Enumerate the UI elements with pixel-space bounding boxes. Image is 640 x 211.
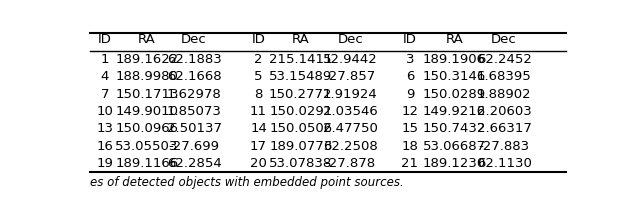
Text: 1.88902: 1.88902 — [477, 88, 531, 100]
Text: 15: 15 — [401, 122, 419, 135]
Text: 1.85073: 1.85073 — [166, 105, 221, 118]
Text: 2.50137: 2.50137 — [166, 122, 221, 135]
Text: 2.47750: 2.47750 — [323, 122, 378, 135]
Text: 53.06687: 53.06687 — [423, 140, 486, 153]
Text: 13: 13 — [96, 122, 113, 135]
Text: -27.699: -27.699 — [168, 140, 220, 153]
Text: 11: 11 — [250, 105, 267, 118]
Text: RA: RA — [138, 33, 156, 46]
Text: 10: 10 — [97, 105, 113, 118]
Text: 5: 5 — [254, 70, 263, 83]
Text: 2.66317: 2.66317 — [477, 122, 531, 135]
Text: 150.3146: 150.3146 — [423, 70, 486, 83]
Text: 53.15489: 53.15489 — [269, 70, 332, 83]
Text: Dec: Dec — [181, 33, 207, 46]
Text: 1: 1 — [100, 53, 109, 66]
Text: 189.1166: 189.1166 — [115, 157, 179, 170]
Text: 188.9980: 188.9980 — [116, 70, 179, 83]
Text: 53.05503: 53.05503 — [115, 140, 179, 153]
Text: 8: 8 — [254, 88, 263, 100]
Text: 62.2854: 62.2854 — [166, 157, 221, 170]
Text: 189.1622: 189.1622 — [115, 53, 179, 66]
Text: 21: 21 — [401, 157, 419, 170]
Text: 62.1130: 62.1130 — [477, 157, 531, 170]
Text: 9: 9 — [406, 88, 414, 100]
Text: 1.68395: 1.68395 — [477, 70, 531, 83]
Text: -27.878: -27.878 — [324, 157, 376, 170]
Text: 12: 12 — [401, 105, 419, 118]
Text: 189.1230: 189.1230 — [423, 157, 486, 170]
Text: -27.883: -27.883 — [479, 140, 530, 153]
Text: 17: 17 — [250, 140, 267, 153]
Text: ID: ID — [98, 33, 112, 46]
Text: RA: RA — [445, 33, 463, 46]
Text: 149.9010: 149.9010 — [115, 105, 179, 118]
Text: 7: 7 — [100, 88, 109, 100]
Text: 2: 2 — [254, 53, 263, 66]
Text: 62.1668: 62.1668 — [167, 70, 221, 83]
Text: 215.1411: 215.1411 — [269, 53, 332, 66]
Text: 62.1883: 62.1883 — [166, 53, 221, 66]
Text: 19: 19 — [97, 157, 113, 170]
Text: 189.1906: 189.1906 — [423, 53, 486, 66]
Text: 150.1713: 150.1713 — [115, 88, 179, 100]
Text: 62.2508: 62.2508 — [323, 140, 378, 153]
Text: 2.03546: 2.03546 — [323, 105, 378, 118]
Text: 18: 18 — [401, 140, 419, 153]
Text: 4: 4 — [100, 70, 109, 83]
Text: Dec: Dec — [337, 33, 363, 46]
Text: 150.0291: 150.0291 — [269, 105, 332, 118]
Text: 150.2772: 150.2772 — [269, 88, 332, 100]
Text: 20: 20 — [250, 157, 267, 170]
Text: -27.857: -27.857 — [324, 70, 376, 83]
Text: 53.07838: 53.07838 — [269, 157, 332, 170]
Text: es of detected objects with embedded point sources.: es of detected objects with embedded poi… — [90, 176, 404, 189]
Text: 16: 16 — [97, 140, 113, 153]
Text: 149.9216: 149.9216 — [423, 105, 486, 118]
Text: Dec: Dec — [492, 33, 517, 46]
Text: 150.0289: 150.0289 — [423, 88, 486, 100]
Text: 14: 14 — [250, 122, 267, 135]
Text: RA: RA — [292, 33, 310, 46]
Text: 1.91924: 1.91924 — [323, 88, 378, 100]
Text: 6: 6 — [406, 70, 414, 83]
Text: ID: ID — [252, 33, 266, 46]
Text: ID: ID — [403, 33, 417, 46]
Text: 150.0966: 150.0966 — [115, 122, 179, 135]
Text: 1.62978: 1.62978 — [166, 88, 221, 100]
Text: 2.20603: 2.20603 — [477, 105, 531, 118]
Text: 150.7432: 150.7432 — [423, 122, 486, 135]
Text: 3: 3 — [406, 53, 414, 66]
Text: 52.9442: 52.9442 — [323, 53, 378, 66]
Text: 150.0506: 150.0506 — [269, 122, 332, 135]
Text: 62.2452: 62.2452 — [477, 53, 531, 66]
Text: 189.0773: 189.0773 — [269, 140, 332, 153]
